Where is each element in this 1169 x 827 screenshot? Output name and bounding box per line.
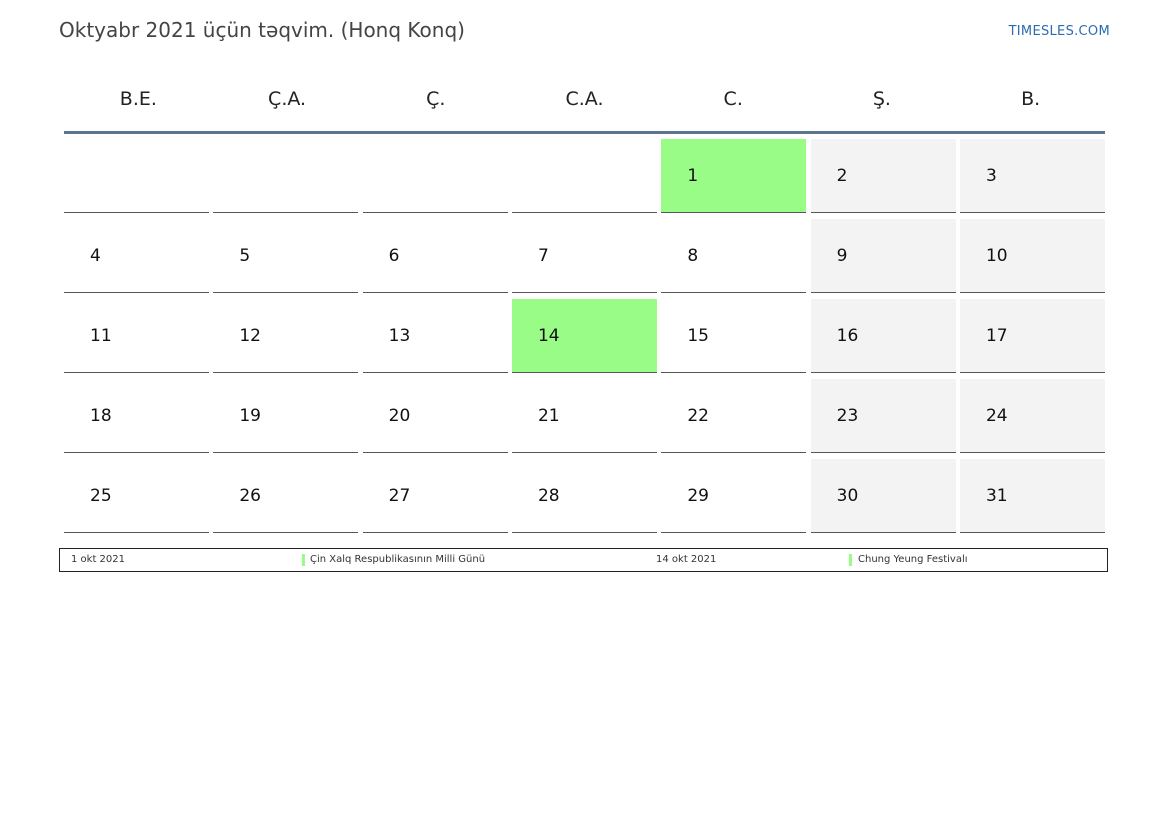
- day-cell[interactable]: 22: [661, 379, 807, 453]
- holiday-2-date: 14 okt 2021: [656, 554, 717, 565]
- day-cell[interactable]: 6: [362, 219, 508, 293]
- day-number: 26: [239, 486, 261, 506]
- weekday-thursday: C.A.: [565, 88, 604, 110]
- day-number: 25: [90, 486, 112, 506]
- weekday-header: B.E. Ç.A. Ç. C.A. C. Ş. B.: [64, 80, 1105, 132]
- day-cell[interactable]: 25: [64, 459, 209, 533]
- day-number: 23: [836, 406, 859, 426]
- day-number: 19: [239, 406, 261, 426]
- site-link[interactable]: TIMESLES.COM: [1008, 24, 1110, 39]
- holiday-legend: 1 okt 2021 Çin Xalq Respublikasının Mill…: [59, 548, 1108, 572]
- day-cell[interactable]: 16: [810, 299, 956, 373]
- day-number: 6: [388, 246, 400, 266]
- page-title: Oktyabr 2021 üçün təqvim. (Honq Konq): [59, 18, 465, 42]
- day-cell[interactable]: 30: [810, 459, 956, 533]
- day-number: 15: [687, 326, 709, 346]
- day-number: 12: [239, 326, 261, 346]
- day-cell[interactable]: 12: [213, 299, 359, 373]
- day-number: 21: [537, 406, 560, 426]
- day-number: 1: [687, 166, 699, 186]
- day-cell[interactable]: 29: [661, 459, 807, 533]
- day-number: 29: [687, 486, 709, 506]
- day-number: 31: [985, 486, 1008, 506]
- day-cell[interactable]: 7: [511, 219, 657, 293]
- header-divider: [64, 131, 1105, 134]
- day-cell[interactable]: 1: [661, 139, 807, 213]
- empty-day-cell: [213, 139, 359, 213]
- day-number: 18: [90, 406, 112, 426]
- day-cell[interactable]: 24: [959, 379, 1105, 453]
- day-cell[interactable]: 8: [661, 219, 807, 293]
- day-number: 3: [985, 166, 997, 186]
- day-number: 28: [537, 486, 560, 506]
- weekday-tuesday: Ç.A.: [268, 88, 307, 110]
- day-cell[interactable]: 11: [64, 299, 209, 373]
- holiday-1-date: 1 okt 2021: [71, 554, 125, 565]
- weekday-saturday: Ş.: [872, 88, 891, 110]
- day-cell[interactable]: 15: [661, 299, 807, 373]
- day-cell[interactable]: 26: [213, 459, 359, 533]
- empty-day-cell: [64, 139, 209, 213]
- weekday-sunday: B.: [1021, 88, 1041, 110]
- day-cell[interactable]: 4: [64, 219, 209, 293]
- weekday-monday: B.E.: [119, 88, 157, 110]
- day-cell[interactable]: 18: [64, 379, 209, 453]
- day-cell[interactable]: 23: [810, 379, 956, 453]
- day-number: 8: [687, 246, 699, 266]
- day-cell[interactable]: 14: [511, 299, 657, 373]
- day-number: 16: [836, 326, 859, 346]
- day-cell[interactable]: 28: [511, 459, 657, 533]
- day-cell[interactable]: 9: [810, 219, 956, 293]
- holiday-1-color-mark: [302, 554, 305, 566]
- day-cell[interactable]: 10: [959, 219, 1105, 293]
- day-number: 30: [836, 486, 859, 506]
- day-number: 17: [985, 326, 1008, 346]
- day-number: 22: [687, 406, 709, 426]
- day-number: 5: [239, 246, 251, 266]
- day-cell[interactable]: 19: [213, 379, 359, 453]
- day-number: 24: [985, 406, 1008, 426]
- day-number: 9: [836, 246, 848, 266]
- day-number: 7: [537, 246, 549, 266]
- day-cell[interactable]: 5: [213, 219, 359, 293]
- calendar-grid: 1 2 3 4 5 6 7 8 9 10 11 12 13 14 15 16 17 18 19 20 21 22 23 24 2…: [64, 139, 1105, 533]
- day-cell[interactable]: 13: [362, 299, 508, 373]
- day-number: 14: [537, 326, 560, 346]
- holiday-1-name: Çin Xalq Respublikasının Milli Günü: [310, 554, 486, 565]
- day-cell[interactable]: 2: [810, 139, 956, 213]
- day-number: 11: [90, 326, 112, 346]
- day-number: 10: [985, 246, 1008, 266]
- empty-day-cell: [511, 139, 657, 213]
- day-number: 2: [836, 166, 848, 186]
- weekday-friday: C.: [723, 88, 743, 110]
- day-number: 13: [388, 326, 411, 346]
- day-cell[interactable]: 31: [959, 459, 1105, 533]
- day-cell[interactable]: 3: [959, 139, 1105, 213]
- holiday-2-color-mark: [849, 554, 852, 566]
- day-number: 4: [90, 246, 101, 266]
- day-cell[interactable]: 21: [511, 379, 657, 453]
- day-cell[interactable]: 17: [959, 299, 1105, 373]
- empty-day-cell: [362, 139, 508, 213]
- day-number: 27: [388, 486, 411, 506]
- day-number: 20: [388, 406, 411, 426]
- day-cell[interactable]: 27: [362, 459, 508, 533]
- weekday-wednesday: Ç.: [426, 88, 446, 110]
- holiday-2-name: Chung Yeung Festivalı: [858, 554, 968, 565]
- day-cell[interactable]: 20: [362, 379, 508, 453]
